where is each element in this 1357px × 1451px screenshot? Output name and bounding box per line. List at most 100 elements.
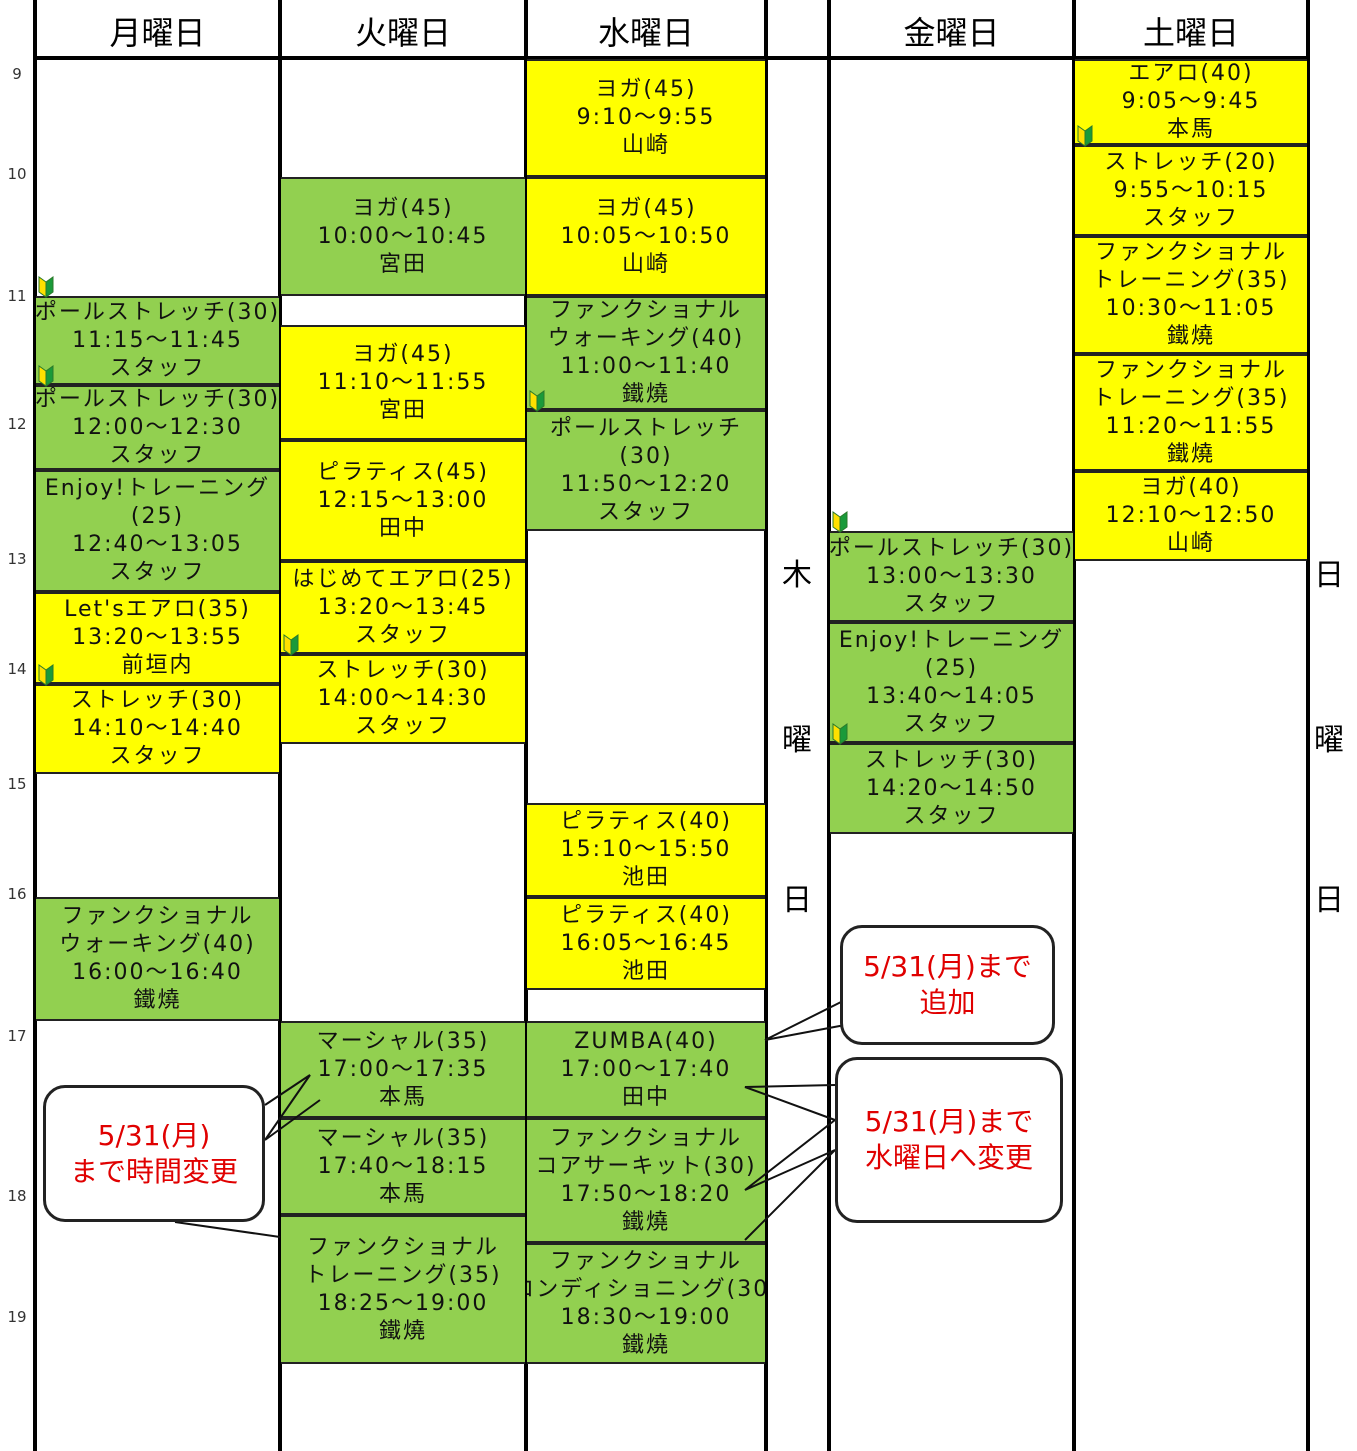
beginner-mark [1077,125,1093,147]
class-text: 前垣内 [121,653,194,678]
class-text: エアロ(40) [1128,61,1254,86]
class-text: スタッフ [109,355,206,381]
hour-label: 13 [7,550,27,568]
class-text: ファンクショナル [306,1234,499,1260]
class-block: ファンクショナル トレーニング(35) 18:25～19:00 鐵燒 [281,1215,525,1364]
column-border [1306,0,1310,1451]
beginner-icon [832,723,848,745]
class-block: マーシャル(35) 17:00～17:35 本馬 [281,1021,525,1118]
beginner-icon [38,365,54,387]
class-text: ピラティス(40) [560,902,732,928]
beginner-icon [832,511,848,533]
day-header: 土曜日 [1142,14,1239,52]
beginner-mark [832,723,848,745]
class-text: 本馬 [378,1181,427,1207]
class-text: トレーニング(35) [304,1262,502,1288]
class-text: (30) [619,443,673,469]
class-text: 9:10～9:55 [576,105,716,130]
closed-day-char: 日 [1314,883,1344,918]
class-text: ピラティス(40) [560,809,732,834]
beginner-mark [38,276,54,298]
note-text: 水曜日へ変更 [864,1141,1033,1174]
class-block: ピラティス(45) 12:15～13:00 田中 [281,440,525,561]
class-text: Let'sエアロ(35) [64,597,251,622]
closed-day-char: 日 [782,883,812,918]
hour-label: 19 [7,1308,27,1326]
class-text: ストレッチ(30) [70,688,245,713]
class-text: 鐵燒 [621,382,670,407]
class-block: ピラティス(40) 15:10～15:50 池田 [527,803,765,897]
class-text: 宮田 [378,251,427,277]
callout-note: 5/31(月) まで時間変更 [43,1085,265,1222]
class-block: マーシャル(35) 17:40～18:15 本馬 [281,1118,525,1215]
class-block: ストレッチ(30) 14:10～14:40 スタッフ [36,684,279,774]
class-text: スタッフ [354,714,451,739]
class-text: 田中 [621,1084,670,1110]
class-text: 10:00～10:45 [317,223,489,249]
class-text: 山崎 [1166,531,1215,556]
class-text: 12:15～13:00 [317,487,489,513]
column-border [33,0,37,1451]
class-block: ヨガ(45) 11:10～11:55 宮田 [281,325,525,440]
class-block: ストレッチ(20) 9:55～10:15 スタッフ [1075,145,1307,236]
callout-note: 5/31(月)まで 水曜日へ変更 [835,1057,1063,1223]
hour-label: 12 [7,415,27,433]
header-border [34,56,1309,60]
class-text: 池田 [621,865,670,890]
class-text: 本馬 [378,1084,427,1110]
class-block: ファンクショナル トレーニング(35) 11:20～11:55 鐵燒 [1075,354,1307,471]
class-text: 10:30～11:05 [1105,296,1277,321]
class-text: ピラティス(45) [317,459,489,485]
class-block: Let'sエアロ(35) 13:20～13:55 前垣内 [36,592,279,684]
closed-day-char: 曜 [1314,723,1344,758]
class-text: ウォーキング(40) [59,932,256,957]
class-text: 11:20～11:55 [1105,413,1277,439]
class-text: スタッフ [109,744,206,769]
class-block: ファンクショナル ウォーキング(40) 11:00～11:40 鐵燒 [527,296,765,410]
class-text: スタッフ [109,560,206,585]
class-text: スタッフ [109,442,206,468]
class-text: 池田 [621,958,670,984]
class-text: (25) [924,655,979,681]
class-text: ポールストレッチ(30) [830,535,1073,561]
class-text: ファンクショナル [549,298,742,323]
beginner-icon [38,276,54,298]
class-text: 14:10～14:40 [72,716,243,741]
class-text: ヨガ(45) [352,341,454,367]
beginner-mark [832,511,848,533]
class-text: ストレッチ(30) [864,747,1039,773]
class-text: スタッフ [903,803,1000,829]
class-block: エアロ(40) 9:05～9:45 本馬 [1075,59,1307,145]
class-text: 11:15～11:45 [72,327,243,353]
class-text: ポールストレッチ [549,415,742,441]
note-text: まで時間変更 [69,1154,238,1188]
class-text: ファンクショナル [549,1248,742,1274]
class-block: ポールストレッチ(30) 13:00～13:30 スタッフ [830,531,1073,622]
class-text: 鐵燒 [621,1209,670,1235]
class-block: ポールストレッチ(30) 11:15～11:45 スタッフ [36,296,279,385]
closed-day-char: 木 [782,558,812,593]
class-text: ストレッチ(20) [1104,149,1278,175]
class-text: ヨガ(40) [1140,475,1242,500]
class-block: ファンクショナル ウォーキング(40) 16:00～16:40 鐵燒 [36,897,279,1021]
class-text: 12:40～13:05 [72,532,243,557]
callout-note: 5/31(月)まで 追加 [840,925,1055,1045]
class-block: ポールストレッチ(30) 12:00～12:30 スタッフ [36,385,279,470]
class-text: ファンクショナル [549,1125,742,1151]
class-block: ファンクショナル コアサーキット(30) 17:50～18:20 鐵燒 [527,1118,765,1243]
class-text: 17:00～17:40 [560,1056,732,1082]
class-text: ストレッチ(30) [316,658,490,683]
class-text: 13:20～13:45 [317,594,489,620]
class-text: 山崎 [621,133,670,158]
day-header: 月曜日 [109,14,206,52]
day-header: 金曜日 [903,14,1000,52]
class-text: (25) [130,504,185,529]
class-text: マーシャル(35) [316,1125,490,1151]
class-text: トレーニング(35) [1092,385,1290,411]
hour-label: 15 [7,775,27,793]
class-text: 鐵燒 [133,988,182,1013]
class-text: はじめてエアロ(25) [292,566,514,592]
class-text: 17:40～18:15 [317,1153,489,1179]
beginner-mark [283,634,299,656]
class-text: 本馬 [1166,117,1215,142]
